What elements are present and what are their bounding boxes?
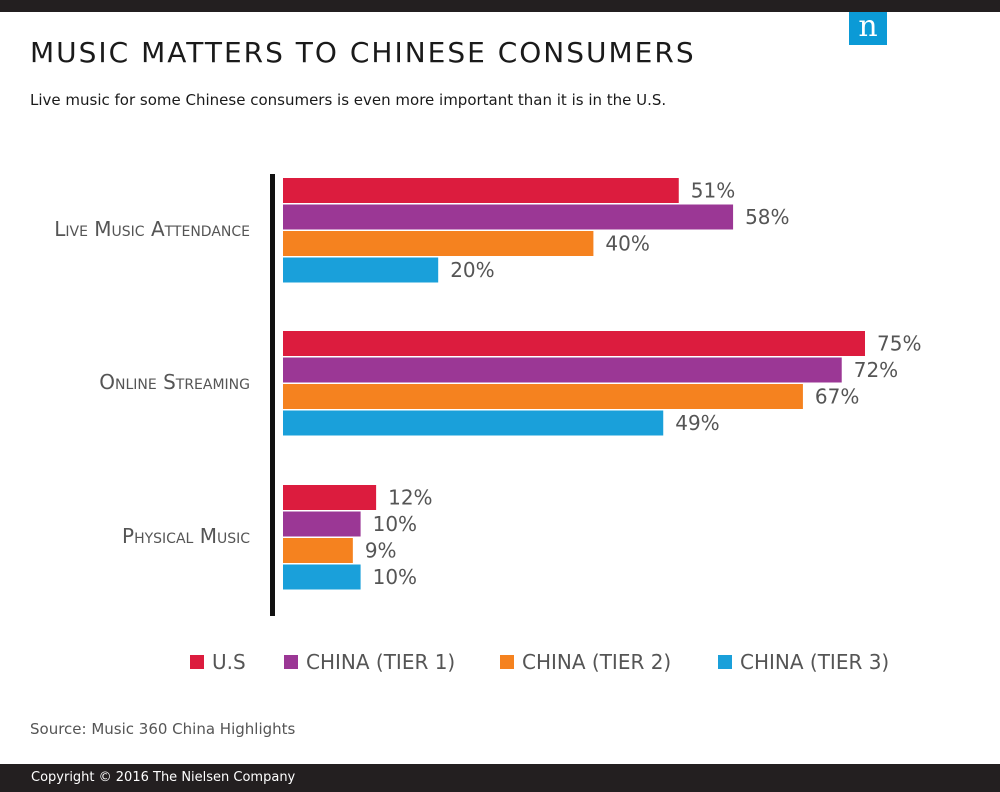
data-label: 10%: [373, 565, 417, 589]
data-label: 10%: [373, 512, 417, 536]
logo-letter: n: [858, 8, 878, 44]
data-label: 58%: [745, 205, 789, 229]
page-title: MUSIC MATTERS TO CHINESE CONSUMERS: [30, 36, 696, 69]
data-label: 67%: [815, 385, 859, 409]
bar: [283, 178, 679, 203]
bar: [283, 204, 734, 230]
bar: [283, 538, 353, 563]
bar: [283, 384, 803, 409]
top-bar: [0, 0, 1000, 12]
bar: [283, 257, 439, 283]
bar: [283, 485, 377, 510]
category-label: Live Music Attendance: [54, 217, 250, 241]
legend-swatch: [284, 655, 298, 669]
page-subtitle: Live music for some Chinese consumers is…: [30, 91, 667, 109]
bar: [283, 564, 361, 590]
category-label: Online Streaming: [99, 370, 250, 394]
copyright-text: Copyright © 2016 The Nielsen Company: [31, 770, 296, 785]
legend-label: CHINA (TIER 1): [306, 650, 455, 674]
legend-label: CHINA (TIER 3): [740, 650, 889, 674]
data-label: 40%: [605, 232, 649, 256]
data-label: 75%: [877, 332, 921, 356]
legend-swatch: [500, 655, 514, 669]
legend-swatch: [190, 655, 204, 669]
data-label: 12%: [388, 486, 432, 510]
data-label: 9%: [365, 539, 397, 563]
legend-swatch: [718, 655, 732, 669]
bar: [283, 357, 842, 383]
bar: [283, 231, 594, 256]
data-label: 72%: [854, 358, 898, 382]
legend-label: CHINA (TIER 2): [522, 650, 671, 674]
legend-label: U.S: [212, 650, 246, 674]
footer-bar: Copyright © 2016 The Nielsen Company: [0, 764, 1000, 792]
category-label: Physical Music: [122, 524, 250, 548]
bar-chart: Live Music Attendance 51% 58% 40% 20% Online …: [54, 174, 921, 674]
data-label: 20%: [450, 258, 494, 282]
source-note: Source: Music 360 China Highlights: [30, 720, 296, 738]
bar: [283, 511, 361, 537]
data-label: 51%: [691, 179, 735, 203]
nielsen-logo: n: [849, 8, 887, 45]
data-label: 49%: [675, 411, 719, 435]
y-axis-line: [270, 174, 275, 616]
bar: [283, 331, 865, 356]
bar: [283, 410, 664, 436]
